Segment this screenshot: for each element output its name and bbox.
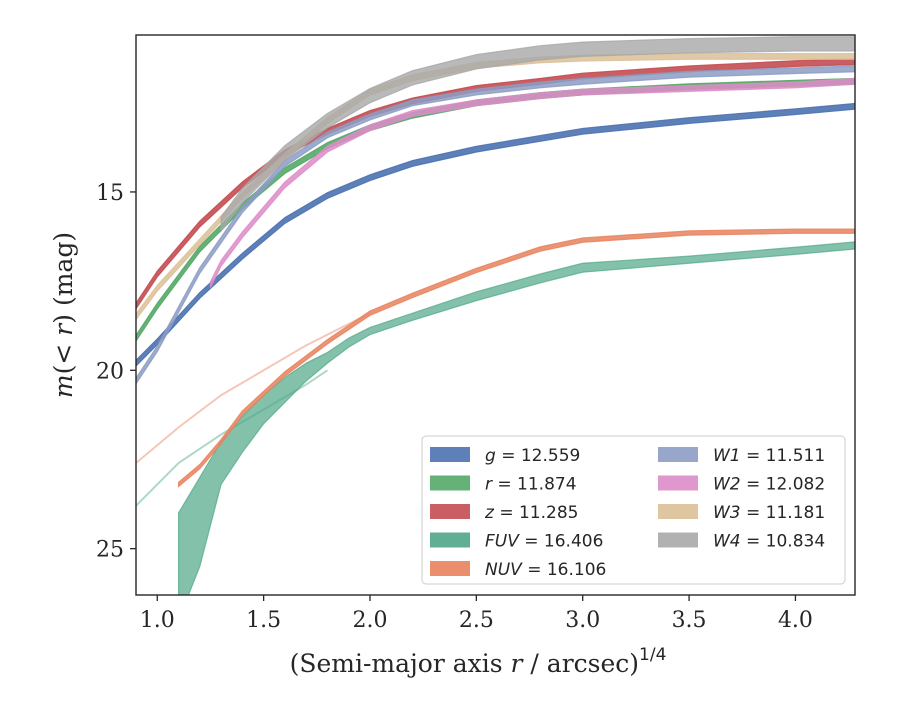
x-tick-label: 3.0 (565, 608, 600, 633)
legend-box (421, 435, 846, 585)
legend-swatch (430, 504, 470, 519)
legend-item-r: r = 11.874 (430, 475, 577, 495)
legend-label: W1 = 11.511 (713, 446, 825, 466)
legend-label: z = 11.285 (484, 503, 578, 523)
x-axis: 1.0 1.5 2.0 2.5 3.0 3.5 4.0 (140, 595, 813, 633)
series-g (136, 102, 855, 367)
series-r (136, 77, 855, 343)
legend-label: NUV = 16.106 (485, 560, 606, 580)
legend-item-fuv: FUV = 16.406 (430, 532, 603, 552)
legend-label: W4 = 10.834 (713, 532, 825, 552)
series-g-band (136, 102, 855, 367)
x-axis-label: (Semi-major axis r / arcsec)1/4 (290, 645, 667, 678)
series-z (136, 58, 855, 311)
series-nuv-faint-line (136, 312, 371, 464)
x-tick-label: 3.5 (672, 608, 707, 633)
series-nuv (136, 228, 855, 488)
legend-label: FUV = 16.406 (485, 532, 603, 552)
legend-swatch (430, 475, 470, 491)
series-w1-band (136, 65, 855, 385)
x-tick-label: 2.0 (352, 608, 387, 633)
y-tick-label: 20 (96, 359, 124, 384)
legend-swatch (658, 532, 698, 548)
legend-swatch (430, 561, 470, 576)
plot-frame (135, 34, 856, 596)
series-fuv (136, 241, 855, 595)
series-layer (136, 36, 855, 595)
legend-swatch (658, 447, 698, 462)
legend-swatch (658, 475, 698, 491)
legend-item-w1: W1 = 11.511 (658, 446, 825, 466)
legend-swatch (658, 504, 698, 519)
series-z-band (136, 58, 855, 311)
x-tick-label: 4.0 (778, 608, 813, 633)
legend-swatch (430, 532, 470, 548)
legend-label: r = 11.874 (485, 475, 577, 495)
legend-item-w4: W4 = 10.834 (658, 532, 825, 552)
x-tick-label: 2.5 (459, 608, 494, 633)
y-tick-label: 25 (96, 538, 124, 563)
y-tick-label: 15 (96, 181, 124, 206)
series-w2 (209, 77, 855, 288)
legend-item-w3: W3 = 11.181 (658, 503, 825, 523)
legend-item-g: g = 12.559 (430, 446, 580, 466)
series-fuv-band (177, 241, 855, 595)
legend: g = 12.559 r = 11.874 z = 11.285 FUV = 16.4… (421, 435, 846, 585)
legend-item-z: z = 11.285 (430, 503, 578, 523)
series-r-band (136, 77, 855, 343)
series-w1 (136, 65, 855, 385)
series-w4-band (220, 36, 855, 233)
legend-label: g = 12.559 (485, 446, 580, 466)
legend-item-nuv: NUV = 16.106 (430, 560, 606, 580)
series-w4 (220, 36, 855, 233)
series-w2-band (209, 77, 855, 288)
series-nuv-band (177, 228, 855, 488)
y-axis-label: m(< r) (mag) (49, 232, 78, 398)
y-axis: 15 20 25 (96, 181, 136, 563)
legend-item-w2: W2 = 12.082 (658, 475, 825, 495)
legend-label: W2 = 12.082 (713, 475, 825, 495)
legend-swatch (430, 447, 470, 462)
x-tick-label: 1.0 (140, 608, 175, 633)
x-tick-label: 1.5 (246, 608, 281, 633)
legend-label: W3 = 11.181 (713, 503, 825, 523)
